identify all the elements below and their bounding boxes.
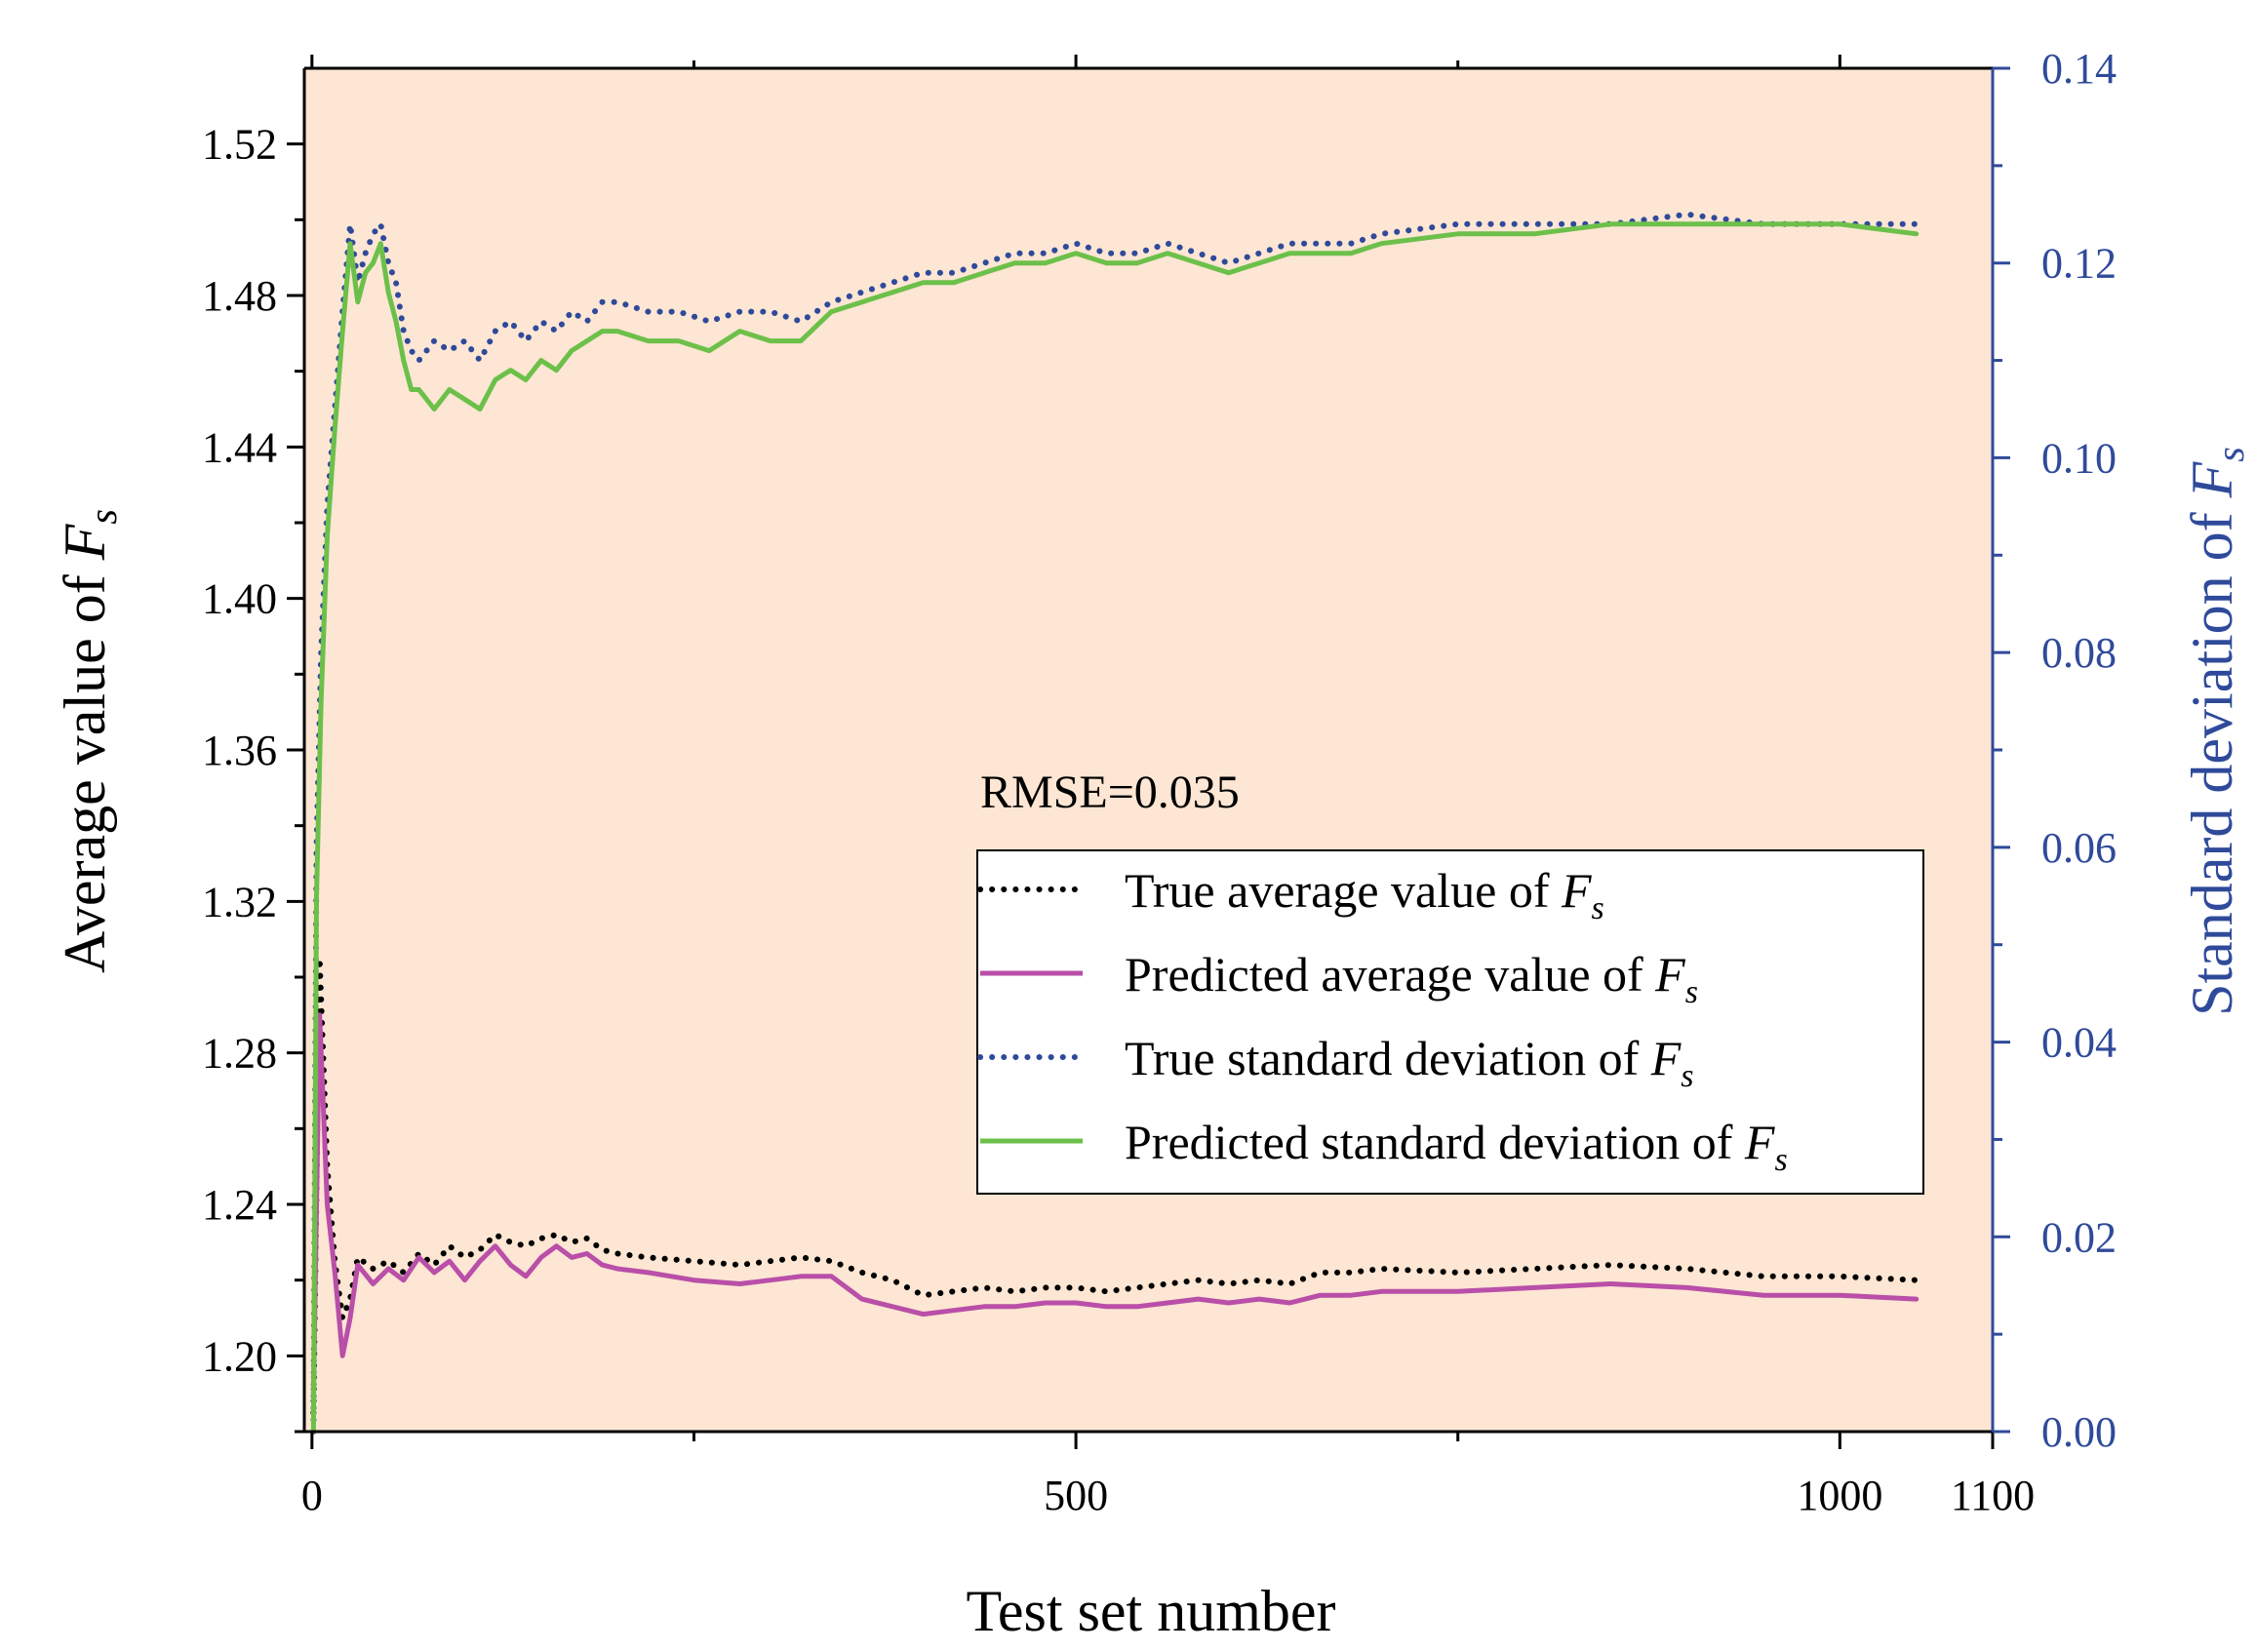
y-right-tick-label-5: 0.10 — [2041, 434, 2117, 482]
x-tick-label-2: 1000 — [1797, 1472, 1882, 1519]
ticks-layer: 0 500 1000 1100 1.20 1.24 1.28 1.32 1.36 1.40 1.44… — [202, 45, 2117, 1519]
series-line-0 — [310, 955, 1920, 1416]
y-axis-title-left-var: F — [53, 523, 117, 561]
y-right-tick-label-0: 0.00 — [2041, 1408, 2117, 1456]
y-left-tick-label-5: 1.40 — [202, 575, 277, 623]
y-right-tick-label-1: 0.02 — [2041, 1213, 2117, 1261]
y-right-tick-label-2: 0.04 — [2041, 1019, 2117, 1067]
y-left-tick-label-4: 1.36 — [202, 727, 277, 774]
legend-label-sub-1: s — [1685, 974, 1698, 1010]
y-left-tick-label-1: 1.24 — [202, 1181, 277, 1229]
series-layer — [310, 211, 1920, 1435]
legend-label-var-3: F — [1744, 1115, 1775, 1169]
y-axis-title-left-text: Average value of — [53, 560, 117, 973]
legend-label-var-0: F — [1561, 863, 1592, 918]
legend-box — [976, 849, 1924, 1195]
legend-label-3: Predicted standard deviation of Fs — [1125, 1115, 1788, 1178]
y-left-tick-label-2: 1.28 — [202, 1030, 277, 1078]
legend-label-1: Predicted average value of Fs — [1125, 947, 1698, 1010]
y-right-tick-label-7: 0.14 — [2041, 45, 2117, 93]
legend-label-2: True standard deviation of Fs — [1125, 1031, 1694, 1094]
x-tick-label-3: 1100 — [1951, 1472, 2035, 1519]
y-left-tick-label-3: 1.32 — [202, 878, 277, 925]
plot-area — [304, 68, 1993, 1432]
y-right-tick-label-3: 0.06 — [2041, 824, 2117, 872]
y-axis-title-left: Average value of Fs — [53, 509, 125, 973]
legend-label-text-1: Predicted average value of — [1125, 947, 1655, 1002]
rmse-annotation: RMSE=0.035 — [980, 767, 1240, 818]
series-line-3 — [310, 221, 1920, 1435]
legend-label-sub-3: s — [1774, 1142, 1787, 1178]
series-line-1 — [310, 1012, 1920, 1396]
y-left-tick-label-0: 1.20 — [202, 1332, 277, 1380]
legend-label-text-0: True average value of — [1125, 863, 1562, 918]
legend-label-0: True average value of Fs — [1125, 863, 1604, 926]
y-right-tick-label-6: 0.12 — [2041, 240, 2117, 288]
y-axis-title-right-sub: s — [2208, 447, 2252, 462]
x-tick-label-0: 0 — [301, 1472, 323, 1519]
y-axis-title-right-var: F — [2180, 460, 2244, 498]
y-axis-title-left-sub: s — [81, 509, 125, 525]
legend-label-sub-0: s — [1592, 890, 1604, 926]
legend-label-sub-2: s — [1681, 1058, 1693, 1094]
legend-label-text-2: True standard deviation of — [1125, 1031, 1651, 1085]
x-axis-title: Test set number — [966, 1579, 1335, 1643]
legend-label-var-2: F — [1650, 1031, 1682, 1085]
y-axis-title-right-text: Standard deviation of — [2180, 497, 2244, 1016]
y-right-tick-label-4: 0.08 — [2041, 629, 2117, 677]
x-tick-label-1: 500 — [1044, 1472, 1108, 1519]
legend-label-text-3: Predicted standard deviation of — [1125, 1115, 1745, 1169]
series-line-2 — [310, 211, 1920, 1435]
y-axis-title-right: Standard deviation of Fs — [2180, 447, 2252, 1016]
y-left-tick-label-8: 1.52 — [202, 121, 277, 169]
y-left-tick-label-7: 1.48 — [202, 272, 277, 320]
legend-label-var-1: F — [1654, 947, 1685, 1002]
y-left-tick-label-6: 1.44 — [202, 423, 277, 471]
